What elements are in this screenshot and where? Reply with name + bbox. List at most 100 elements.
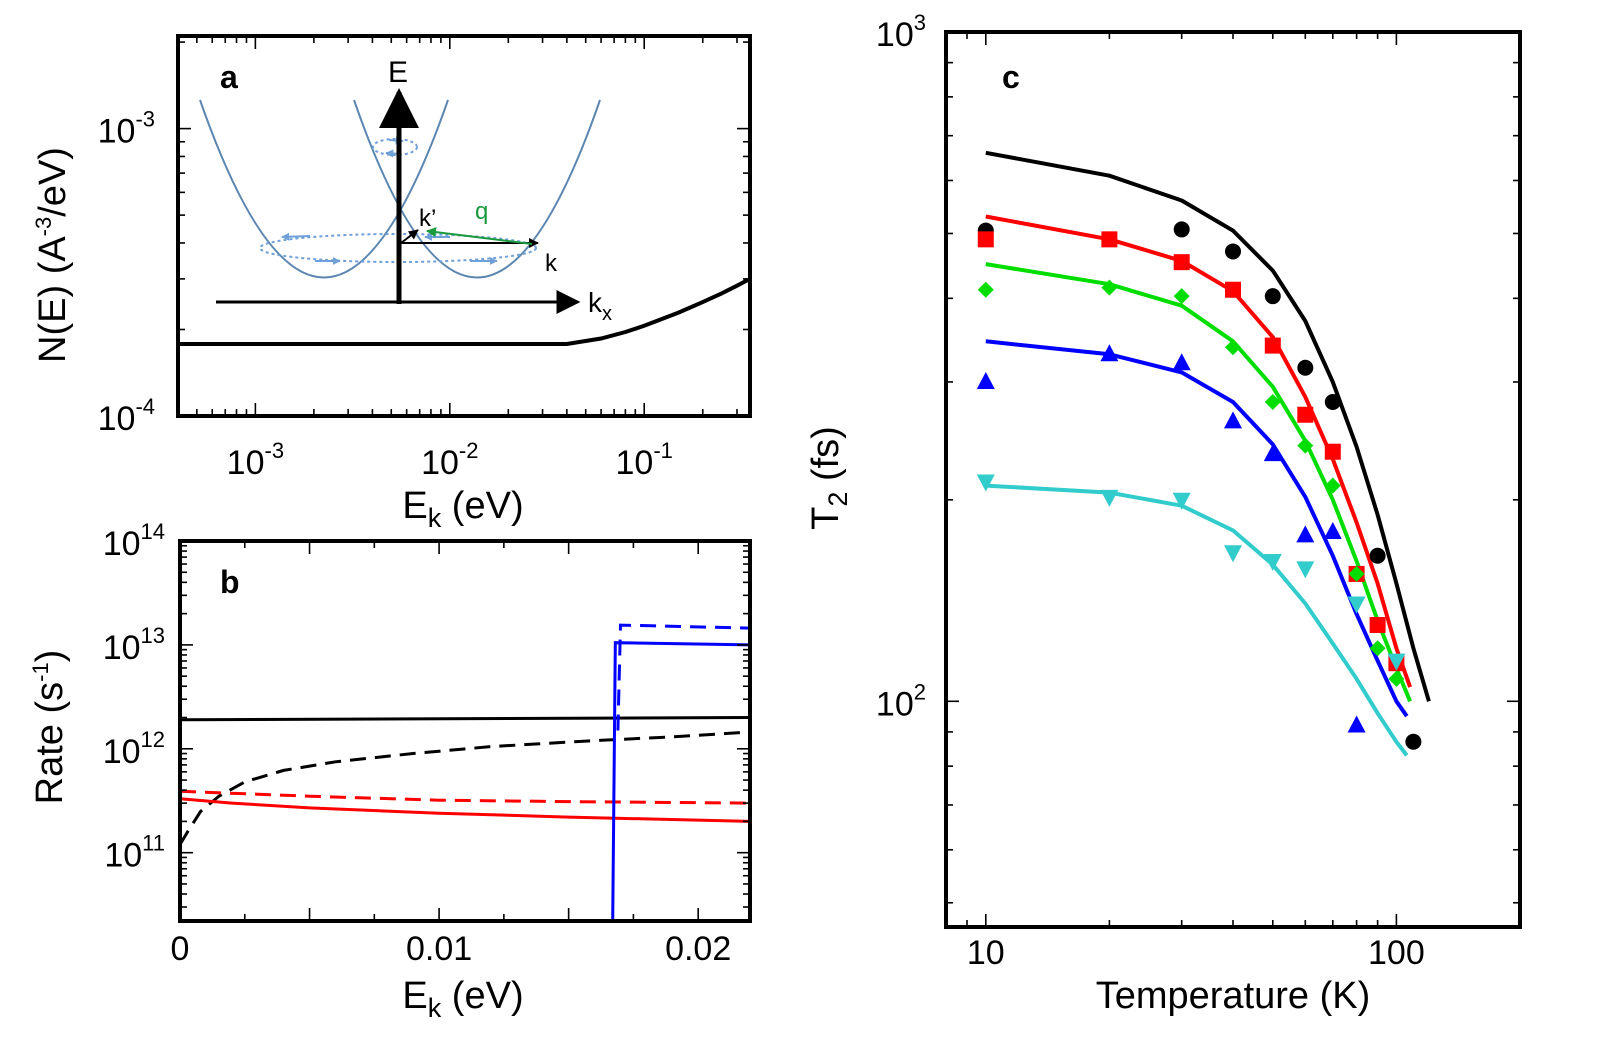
- band-parabola-right: [353, 99, 601, 279]
- data-point-green: [1324, 477, 1341, 494]
- panel-c: 10 100 102 103 c Temperature (K) T2 (fs): [805, 10, 1522, 1017]
- panel-b-series: [178, 623, 751, 922]
- data-point-blue: [976, 371, 995, 389]
- panel-a-xlabel: Ek (eV): [402, 485, 523, 533]
- panel-c-series: [976, 150, 1431, 757]
- data-point-green: [1297, 437, 1314, 454]
- data-point-red: [1297, 406, 1314, 423]
- panel-b-axes-frame: [178, 539, 752, 923]
- y-tick-label: 1014: [103, 519, 165, 563]
- data-point-green: [1101, 279, 1118, 296]
- series-line-red-dashed: [179, 789, 751, 805]
- y-tick-label: 1012: [103, 727, 165, 771]
- x-tick-label: 10-1: [616, 438, 673, 482]
- inset-e-label: E: [388, 56, 408, 89]
- fit-line-red: [985, 214, 1412, 688]
- band-parabola-left: [199, 99, 449, 279]
- data-point-cyan: [1172, 492, 1191, 510]
- data-point-black: [1264, 288, 1281, 305]
- data-point-green: [1173, 288, 1190, 305]
- data-point-cyan: [1100, 489, 1119, 507]
- data-point-red: [1324, 443, 1341, 460]
- series-line-red-solid: [179, 797, 751, 823]
- panel-a-series: [178, 277, 751, 346]
- y-tick-label: 1013: [103, 623, 165, 667]
- data-point-green: [977, 281, 994, 298]
- data-point-black: [1297, 359, 1314, 376]
- panel-a: E kx k k’ q 10-3 10-2 10-1 10-4 10-3 a Ek (e…: [31, 34, 752, 533]
- data-point-green: [1388, 670, 1405, 687]
- data-point-black: [1324, 394, 1341, 411]
- panel-c-label: c: [1002, 59, 1020, 95]
- data-point-blue: [1347, 715, 1366, 733]
- data-point-cyan: [1296, 561, 1315, 579]
- series-line-black-solid: [179, 716, 751, 722]
- y-tick-label: 102: [876, 679, 926, 723]
- series-line-black-dashed: [178, 730, 751, 846]
- x-tick-label: 0: [171, 930, 190, 968]
- data-point-blue: [1224, 411, 1242, 429]
- inner-energy-contour: [372, 138, 418, 156]
- series-line-ne: [178, 277, 751, 346]
- series-line-blue-solid: [611, 641, 751, 922]
- fit-line-green: [985, 262, 1412, 703]
- fit-line-blue: [985, 339, 1409, 718]
- data-point-cyan: [1347, 596, 1366, 614]
- data-point-green: [1225, 339, 1241, 356]
- inset-q-label: q: [475, 198, 488, 225]
- data-point-blue: [1296, 525, 1315, 543]
- q-vector-arrow: [426, 227, 533, 245]
- panel-b: 0 0.01 0.02 1011 1012 1013 1014 b Ek (eV) Rate…: [28, 519, 752, 1023]
- panel-c-xlabel: Temperature (K): [1096, 975, 1371, 1017]
- kprime-vector-arrow: [400, 229, 419, 244]
- panel-c-ticks: 10 100 102 103: [876, 10, 1521, 972]
- x-tick-label: 0.01: [406, 930, 472, 968]
- fit-line-cyan: [985, 483, 1409, 757]
- inset-k-label: k: [545, 250, 558, 277]
- contour-arrow-1: [281, 232, 311, 241]
- data-point-cyan: [976, 474, 995, 492]
- data-point-blue: [1172, 353, 1191, 371]
- data-point-cyan: [1224, 545, 1242, 563]
- data-point-red: [1264, 337, 1281, 354]
- panel-b-label: b: [220, 564, 240, 600]
- panel-b-ylabel: Rate (s-1): [28, 650, 71, 805]
- data-point-red: [977, 231, 994, 248]
- panel-a-axes-frame: [176, 34, 752, 418]
- x-tick-label: 10-3: [227, 438, 284, 482]
- x-tick-label: 100: [1368, 934, 1425, 972]
- x-tick-label: 0.02: [665, 930, 731, 968]
- band-schematic-inset: E kx k k’ q: [199, 56, 612, 325]
- data-point-black: [1225, 243, 1241, 260]
- data-point-blue: [1263, 444, 1282, 462]
- panel-b-ticks: 0 0.01 0.02 1011 1012 1013 1014: [103, 519, 750, 968]
- x-tick-label: 10: [967, 934, 1005, 972]
- data-point-cyan: [1263, 554, 1282, 572]
- data-point-black: [1173, 221, 1190, 238]
- data-point-black: [1405, 733, 1422, 750]
- panel-a-ticks: 10-3 10-2 10-1 10-4 10-3: [98, 36, 750, 482]
- y-tick-label: 1011: [104, 831, 165, 875]
- data-point-red: [1369, 617, 1386, 634]
- data-point-green: [1348, 565, 1365, 582]
- y-tick-label: 10-4: [98, 394, 155, 438]
- panel-c-axes-frame: [944, 30, 1522, 929]
- x-tick-label: 10-2: [421, 438, 478, 482]
- y-tick-label: 103: [876, 10, 926, 54]
- panel-b-xlabel: Ek (eV): [402, 975, 523, 1023]
- y-tick-label: 10-3: [98, 107, 155, 151]
- data-point-blue: [1323, 522, 1342, 540]
- panel-a-ylabel: N(E) (A-3/eV): [31, 147, 74, 363]
- data-point-red: [1173, 254, 1190, 271]
- panel-a-clip-content: E kx k k’ q: [178, 56, 751, 346]
- series-line-blue-dashed: [616, 623, 751, 731]
- panel-c-ylabel: T2 (fs): [805, 426, 853, 530]
- inset-kprime-label: k’: [419, 205, 436, 232]
- inset-kx-label: kx: [588, 287, 612, 325]
- data-point-green: [1369, 640, 1386, 657]
- data-point-green: [1264, 394, 1281, 411]
- fit-line-black: [985, 150, 1431, 702]
- panel-a-label: a: [220, 59, 238, 95]
- data-point-red: [1101, 231, 1118, 248]
